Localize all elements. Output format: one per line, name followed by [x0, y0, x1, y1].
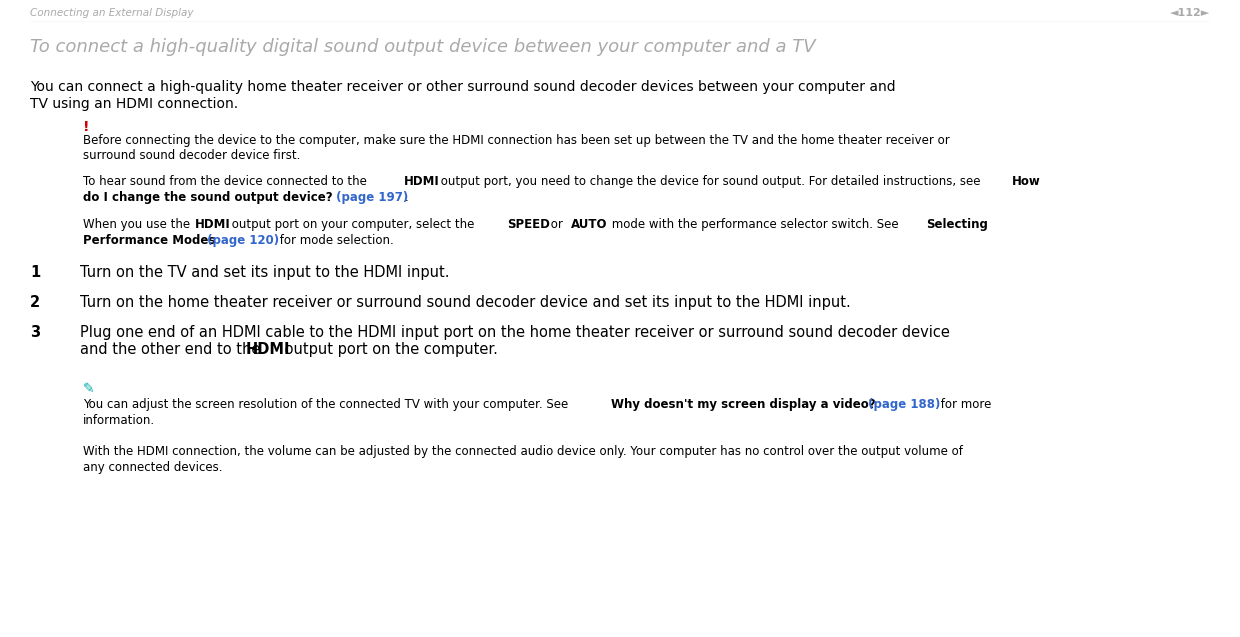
- Text: HDMI: HDMI: [195, 218, 231, 231]
- Text: TV using an HDMI connection.: TV using an HDMI connection.: [30, 97, 238, 111]
- Text: for more: for more: [937, 398, 991, 411]
- Text: .: .: [405, 191, 409, 204]
- Text: mode with the performance selector switch. See: mode with the performance selector switc…: [608, 218, 903, 231]
- Text: (page 197): (page 197): [332, 191, 408, 204]
- Text: How: How: [1012, 175, 1040, 188]
- Text: You can adjust the screen resolution of the connected TV with your computer. See: You can adjust the screen resolution of …: [83, 398, 572, 411]
- Text: !: !: [83, 120, 89, 134]
- Text: ◄112►: ◄112►: [1169, 8, 1210, 18]
- Text: AUTO: AUTO: [570, 218, 608, 231]
- Text: HDMI: HDMI: [404, 175, 440, 188]
- Text: Turn on the TV and set its input to the HDMI input.: Turn on the TV and set its input to the …: [81, 265, 449, 280]
- Text: or: or: [547, 218, 567, 231]
- Text: Selecting: Selecting: [926, 218, 988, 231]
- Text: information.: information.: [83, 414, 155, 427]
- Text: (page 120): (page 120): [203, 234, 279, 247]
- Text: 1: 1: [30, 265, 40, 280]
- Text: Connecting an External Display: Connecting an External Display: [30, 8, 193, 18]
- Text: Before connecting the device to the computer, make sure the HDMI connection has : Before connecting the device to the comp…: [83, 134, 950, 147]
- Text: You can connect a high-quality home theater receiver or other surround sound dec: You can connect a high-quality home thea…: [30, 80, 895, 94]
- Text: for mode selection.: for mode selection.: [277, 234, 394, 247]
- Text: surround sound decoder device first.: surround sound decoder device first.: [83, 149, 300, 162]
- Text: output port, you need to change the device for sound output. For detailed instru: output port, you need to change the devi…: [436, 175, 985, 188]
- Text: 3: 3: [30, 325, 40, 340]
- Text: do I change the sound output device?: do I change the sound output device?: [83, 191, 332, 204]
- Text: To hear sound from the device connected to the: To hear sound from the device connected …: [83, 175, 371, 188]
- Text: Performance Modes: Performance Modes: [83, 234, 216, 247]
- Text: ✎: ✎: [83, 382, 94, 396]
- Text: Plug one end of an HDMI cable to the HDMI input port on the home theater receive: Plug one end of an HDMI cable to the HDM…: [81, 325, 950, 340]
- Text: To connect a high-quality digital sound output device between your computer and : To connect a high-quality digital sound …: [30, 38, 816, 56]
- Text: HDMI: HDMI: [246, 342, 290, 357]
- Text: and the other end to the: and the other end to the: [81, 342, 265, 357]
- Text: Why doesn't my screen display a video?: Why doesn't my screen display a video?: [611, 398, 875, 411]
- Text: output port on your computer, select the: output port on your computer, select the: [228, 218, 479, 231]
- Text: SPEED: SPEED: [507, 218, 549, 231]
- Text: output port on the computer.: output port on the computer.: [280, 342, 498, 357]
- Text: any connected devices.: any connected devices.: [83, 461, 222, 474]
- Text: (page 188): (page 188): [864, 398, 940, 411]
- Text: Turn on the home theater receiver or surround sound decoder device and set its i: Turn on the home theater receiver or sur…: [81, 295, 851, 310]
- Text: When you use the: When you use the: [83, 218, 193, 231]
- Text: 2: 2: [30, 295, 40, 310]
- Text: With the HDMI connection, the volume can be adjusted by the connected audio devi: With the HDMI connection, the volume can…: [83, 445, 963, 458]
